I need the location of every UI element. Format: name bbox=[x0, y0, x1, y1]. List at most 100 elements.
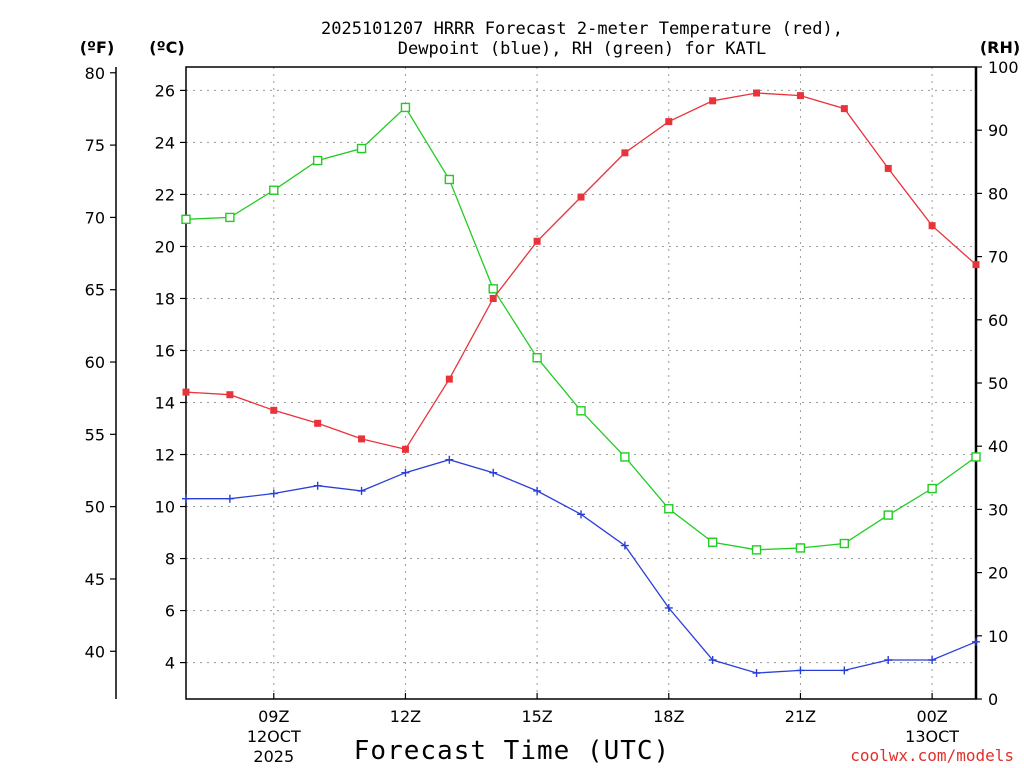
rh-point bbox=[269, 185, 279, 195]
temperature-point bbox=[709, 97, 717, 105]
fahrenheit-tick-label: 55 bbox=[85, 425, 105, 444]
dewpoint-point bbox=[445, 455, 454, 464]
dewpoint-series bbox=[182, 455, 980, 677]
celsius-tick-label: 26 bbox=[155, 81, 175, 100]
dewpoint-point bbox=[225, 494, 234, 503]
temperature-point bbox=[928, 222, 936, 230]
rh-tick-label: 70 bbox=[988, 248, 1008, 267]
temperature-point bbox=[796, 92, 804, 100]
rh-series bbox=[181, 102, 981, 555]
rh-point bbox=[576, 406, 586, 416]
rh-tick-label: 40 bbox=[988, 437, 1008, 456]
chart-title-line1: 2025101207 HRRR Forecast 2-meter Tempera… bbox=[321, 19, 843, 39]
celsius-tick-label: 24 bbox=[155, 133, 175, 152]
fahrenheit-tick-label: 80 bbox=[85, 64, 105, 83]
temperature-point bbox=[884, 164, 892, 172]
x-tick-label: 15Z bbox=[521, 707, 552, 726]
grid-lines bbox=[186, 67, 976, 699]
temperature-series bbox=[182, 89, 980, 453]
x-tick-date-label: 13OCT bbox=[905, 727, 959, 746]
celsius-tick-label: 12 bbox=[155, 446, 175, 465]
celsius-tick-label: 22 bbox=[155, 185, 175, 204]
celsius-unit-label: (ºC) bbox=[149, 38, 184, 57]
dewpoint-point bbox=[401, 468, 410, 477]
fahrenheit-tick-label: 65 bbox=[85, 281, 105, 300]
fahrenheit-tick-label: 75 bbox=[85, 136, 105, 155]
celsius-tick-label: 4 bbox=[165, 654, 175, 673]
fahrenheit-tick-label: 60 bbox=[85, 353, 105, 372]
rh-point bbox=[181, 214, 191, 225]
temperature-point bbox=[358, 435, 366, 443]
rh-tick-label: 10 bbox=[988, 627, 1008, 646]
rh-tick-label: 20 bbox=[988, 564, 1008, 583]
x-tick-label: 21Z bbox=[785, 707, 816, 726]
dewpoint-point bbox=[796, 666, 805, 675]
temperature-point bbox=[489, 294, 497, 302]
rh-point bbox=[488, 284, 498, 294]
dewpoint-point bbox=[357, 486, 366, 495]
temperature-point bbox=[621, 149, 629, 157]
celsius-tick-label: 8 bbox=[165, 550, 175, 569]
rh-point bbox=[225, 212, 235, 223]
fahrenheit-unit-label: (ºF) bbox=[80, 38, 115, 57]
dewpoint-line bbox=[186, 459, 977, 674]
temperature-point bbox=[270, 406, 278, 414]
x-tick-label: 00Z bbox=[916, 707, 947, 726]
temperature-point bbox=[182, 388, 190, 396]
x-tick-date-label: 12OCT bbox=[247, 727, 301, 746]
x-tick-year-label: 2025 bbox=[253, 747, 294, 766]
x-tick-label: 12Z bbox=[390, 707, 421, 726]
temperature-point bbox=[226, 391, 234, 399]
rh-point bbox=[532, 353, 542, 363]
rh-tick-label: 60 bbox=[988, 311, 1008, 330]
rh-tick-label: 80 bbox=[988, 184, 1008, 203]
dewpoint-point bbox=[182, 494, 190, 503]
temperature-point bbox=[314, 419, 322, 427]
rh-point bbox=[883, 510, 893, 520]
chart-title-line2: Dewpoint (blue), RH (green) for KATL bbox=[398, 39, 766, 59]
rh-tick-label: 100 bbox=[988, 58, 1019, 77]
temperature-point bbox=[533, 237, 541, 245]
rh-point bbox=[400, 102, 411, 113]
dewpoint-point bbox=[313, 481, 322, 490]
rh-line bbox=[185, 106, 977, 551]
celsius-tick-label: 10 bbox=[155, 498, 175, 517]
dewpoint-point bbox=[708, 655, 717, 664]
rh-point bbox=[971, 452, 981, 462]
temperature-point bbox=[401, 445, 409, 453]
x-axis-label: Forecast Time (UTC) bbox=[354, 736, 670, 766]
celsius-tick-label: 6 bbox=[165, 602, 175, 621]
temperature-point bbox=[972, 261, 980, 269]
temperature-point bbox=[840, 105, 848, 113]
dewpoint-point bbox=[972, 637, 980, 646]
rh-tick-label: 90 bbox=[988, 121, 1008, 140]
rh-point bbox=[707, 537, 718, 547]
dewpoint-point bbox=[269, 489, 278, 498]
rh-tick-label: 30 bbox=[988, 500, 1008, 519]
celsius-tick-label: 18 bbox=[155, 289, 175, 308]
rh-point bbox=[751, 545, 762, 555]
rh-point bbox=[839, 538, 850, 549]
dewpoint-point bbox=[752, 668, 761, 677]
rh-point bbox=[312, 155, 323, 166]
x-tick-label: 09Z bbox=[258, 707, 289, 726]
rh-unit-label: (RH) bbox=[980, 38, 1020, 57]
rh-point bbox=[927, 483, 937, 494]
credit-text: coolwx.com/models bbox=[850, 746, 1014, 765]
temperature-point bbox=[753, 89, 761, 97]
dewpoint-point bbox=[489, 468, 498, 477]
rh-point bbox=[444, 174, 455, 185]
axes-ticks: 4 6 8 10 12 14 16 18 20 22 24 26 40 45 50 55 60 65 70 75 80 0… bbox=[85, 58, 1019, 766]
x-tick-label: 18Z bbox=[653, 707, 684, 726]
rh-point bbox=[620, 452, 630, 462]
fahrenheit-tick-label: 50 bbox=[85, 498, 105, 517]
rh-tick-label: 50 bbox=[988, 374, 1008, 393]
rh-point bbox=[356, 143, 367, 154]
dewpoint-point bbox=[884, 655, 893, 664]
dewpoint-point bbox=[533, 486, 542, 495]
rh-point bbox=[664, 504, 674, 514]
celsius-tick-label: 14 bbox=[155, 394, 175, 413]
temperature-point bbox=[577, 193, 585, 201]
fahrenheit-tick-label: 70 bbox=[85, 208, 105, 227]
